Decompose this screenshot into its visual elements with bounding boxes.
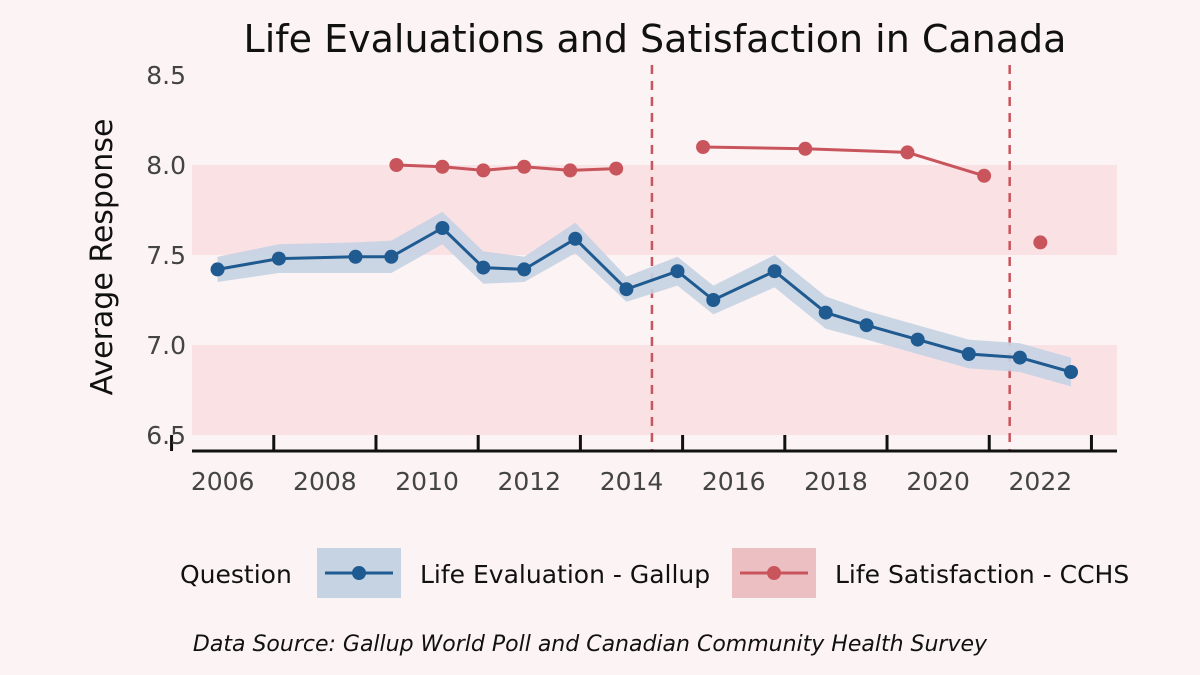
cchs-point — [798, 141, 813, 156]
x-tick-label: 2018 — [804, 467, 868, 496]
gallup-point — [619, 282, 634, 297]
x-tick-label: 2010 — [395, 467, 459, 496]
chart-title: Life Evaluations and Satisfaction in Can… — [244, 17, 1067, 61]
legend-gallup-marker — [352, 566, 366, 580]
x-tick-label: 2008 — [293, 467, 357, 496]
legend-title: Question — [180, 560, 292, 589]
gallup-point — [961, 347, 976, 361]
y-axis-title: Average Response — [85, 119, 120, 396]
gallup-point — [568, 231, 583, 246]
gallup-confidence-band — [217, 211, 1072, 387]
gallup-point — [1012, 350, 1027, 365]
legend-item-gallup[interactable]: Life Evaluation - Gallup — [317, 548, 710, 598]
x-tick-label: 2020 — [906, 467, 970, 496]
legend-cchs-label: Life Satisfaction - CCHS — [835, 560, 1129, 589]
x-axis: 2006 2008 2010 2012 2014 2016 2018 2020 2022 — [170, 435, 1117, 496]
y-tick-label: 7.0 — [146, 331, 186, 360]
y-tick-label: 7.5 — [146, 241, 186, 270]
legend-cchs-marker — [767, 566, 781, 580]
gallup-point — [859, 318, 874, 333]
gallup-point — [910, 332, 925, 347]
cchs-point — [977, 168, 992, 183]
x-tick-label: 2022 — [1009, 467, 1073, 496]
gallup-point — [384, 249, 399, 264]
x-tick-label: 2006 — [191, 467, 255, 496]
gallup-point — [476, 260, 491, 275]
cchs-point — [435, 159, 450, 174]
cchs-point — [476, 163, 491, 178]
gallup-point — [348, 249, 363, 264]
cchs-point — [609, 161, 624, 176]
x-tick-label: 2012 — [497, 467, 561, 496]
gallup-point — [1064, 365, 1079, 379]
cchs-point — [696, 140, 711, 154]
gallup-point — [517, 262, 532, 277]
series-layer — [210, 140, 1079, 387]
cchs-point — [517, 159, 532, 174]
legend-gallup-label: Life Evaluation - Gallup — [420, 560, 710, 589]
cchs-point — [563, 163, 578, 178]
shaded-band-1 — [192, 165, 1117, 255]
legend: Question Life Evaluation - Gallup Life S… — [180, 548, 1129, 598]
y-tick-label: 6.5 — [146, 421, 186, 450]
gallup-point — [706, 293, 721, 307]
gallup-point — [271, 251, 286, 266]
cchs-point — [1033, 235, 1048, 250]
gallup-point — [435, 221, 450, 235]
gallup-point — [210, 262, 225, 277]
y-tick-label: 8.5 — [146, 61, 186, 90]
x-tick-label: 2014 — [600, 467, 664, 496]
source-note: Data Source: Gallup World Poll and Canad… — [193, 632, 988, 657]
gallup-point — [767, 264, 782, 279]
gallup-point — [670, 264, 685, 279]
y-tick-label: 8.0 — [146, 151, 186, 180]
cchs-line-segment-1 — [702, 145, 985, 178]
x-tick-label: 2016 — [702, 467, 766, 496]
cchs-point — [900, 145, 915, 160]
cchs-point — [389, 158, 404, 172]
legend-item-cchs[interactable]: Life Satisfaction - CCHS — [732, 548, 1129, 598]
cchs-line-segment-0 — [396, 163, 617, 172]
y-axis: 6.5 7.0 7.5 8.0 8.5 — [146, 61, 186, 450]
gallup-point — [818, 305, 833, 320]
reference-lines — [650, 65, 1011, 451]
